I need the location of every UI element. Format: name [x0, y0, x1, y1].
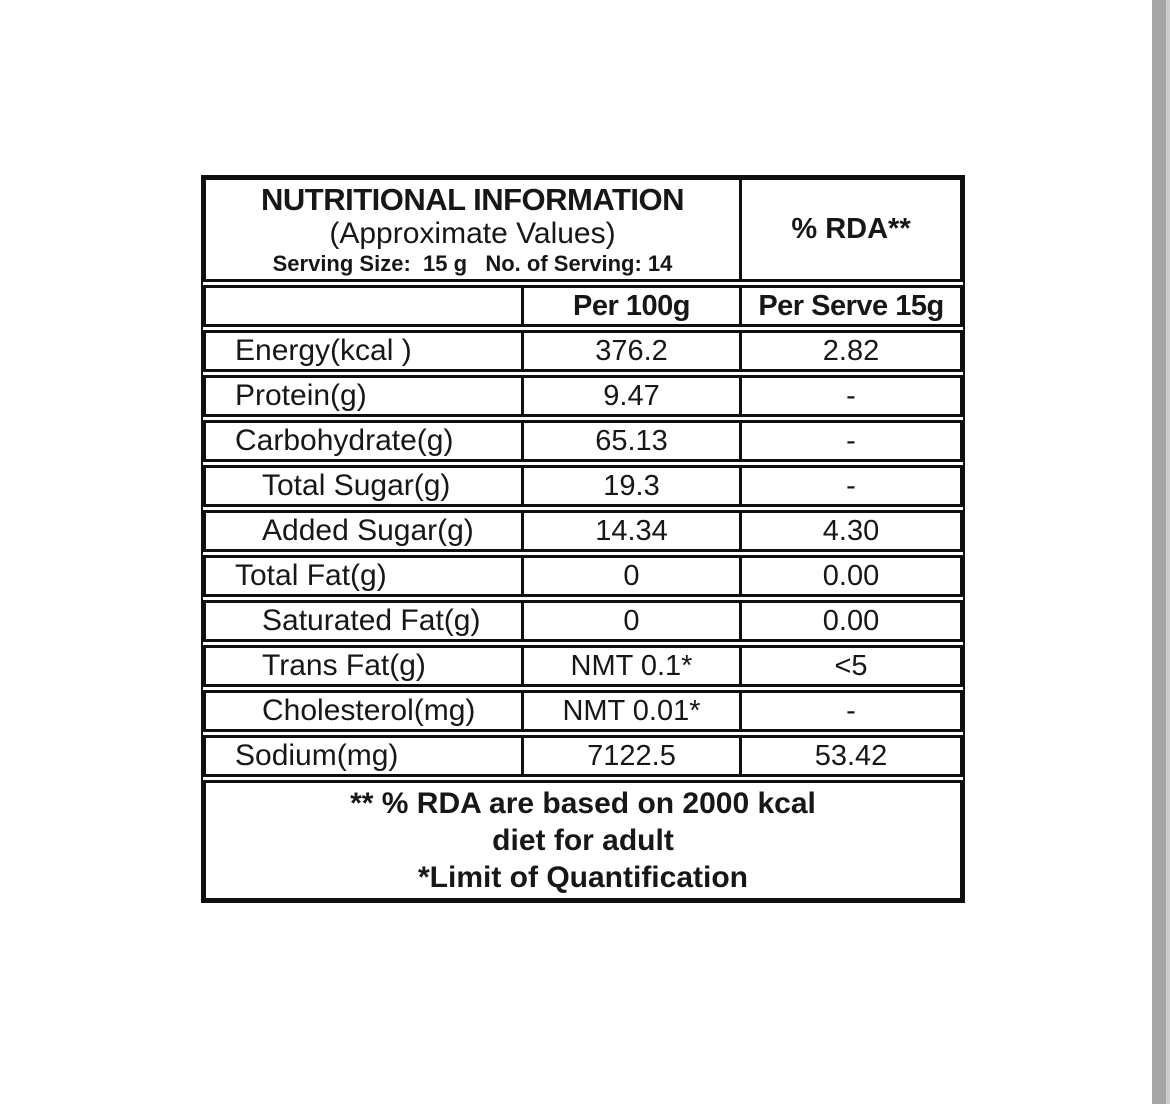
- row-per-serve: 53.42: [814, 739, 888, 772]
- serving-info: Serving Size: 15 g No. of Serving: 14: [272, 251, 673, 276]
- row-per-100g: 14.34: [524, 513, 742, 549]
- row-per-100g: 0: [524, 558, 742, 594]
- row-per-serve: 0.00: [822, 559, 880, 592]
- column-header-row: Per 100g Per Serve 15g: [203, 285, 963, 327]
- table-row-saturated-fat: Saturated Fat(g) 0 0.00: [203, 600, 963, 642]
- nutrition-table: NUTRITIONAL INFORMATION (Approximate Val…: [201, 175, 965, 903]
- table-title: NUTRITIONAL INFORMATION: [260, 182, 685, 217]
- row-per-100g: 19.3: [524, 468, 742, 504]
- table-row-carbohydrate: Carbohydrate(g) 65.13 -: [203, 420, 963, 462]
- row-per-serve: -: [846, 469, 856, 502]
- row-label: Added Sugar(g): [206, 513, 524, 549]
- table-row-added-sugar: Added Sugar(g) 14.34 4.30: [203, 510, 963, 552]
- scrollbar-thumb[interactable]: [1152, 0, 1166, 1104]
- row-per-serve: 2.82: [822, 334, 880, 367]
- row-label: Trans Fat(g): [206, 648, 524, 684]
- column-header-empty: [206, 288, 524, 324]
- row-per-serve: <5: [834, 649, 868, 682]
- row-label: Total Fat(g): [206, 558, 524, 594]
- row-label: Sodium(mg): [206, 738, 524, 774]
- table-row-total-sugar: Total Sugar(g) 19.3 -: [203, 465, 963, 507]
- row-per-100g: NMT 0.1*: [524, 648, 742, 684]
- footnote-line-2: diet for adult: [492, 824, 674, 857]
- table-row-energy: Energy(kcal ) 376.2 2.82: [203, 330, 963, 372]
- row-per-100g: NMT 0.01*: [524, 693, 742, 729]
- row-per-serve: 0.00: [822, 604, 880, 637]
- row-per-serve: 4.30: [822, 514, 880, 547]
- scrollbar-track[interactable]: [1166, 0, 1170, 1104]
- row-per-serve: -: [846, 424, 856, 457]
- table-row-total-fat: Total Fat(g) 0 0.00: [203, 555, 963, 597]
- header-title-cell: NUTRITIONAL INFORMATION (Approximate Val…: [206, 180, 742, 279]
- table-row-sodium: Sodium(mg) 7122.5 53.42: [203, 735, 963, 777]
- footnote-row: ** % RDA are based on 2000 kcal diet for…: [203, 780, 963, 901]
- column-header-per-serve: Per Serve 15g: [758, 289, 944, 322]
- row-per-100g: 9.47: [524, 378, 742, 414]
- table-row-trans-fat: Trans Fat(g) NMT 0.1* <5: [203, 645, 963, 687]
- table-row-protein: Protein(g) 9.47 -: [203, 375, 963, 417]
- table-row-cholesterol: Cholesterol(mg) NMT 0.01* -: [203, 690, 963, 732]
- footnote-line-1: ** % RDA are based on 2000 kcal: [350, 787, 816, 820]
- table-subtitle: (Approximate Values): [329, 217, 616, 250]
- table-header-row: NUTRITIONAL INFORMATION (Approximate Val…: [203, 177, 963, 282]
- row-label: Protein(g): [206, 378, 524, 414]
- rda-header-cell: % RDA**: [791, 213, 911, 245]
- footnote-cell: ** % RDA are based on 2000 kcal diet for…: [206, 783, 960, 898]
- row-per-100g: 7122.5: [524, 738, 742, 774]
- row-per-100g: 0: [524, 603, 742, 639]
- row-per-serve: -: [846, 379, 856, 412]
- row-per-100g: 65.13: [524, 423, 742, 459]
- row-label: Carbohydrate(g): [206, 423, 524, 459]
- row-per-serve: -: [846, 694, 856, 727]
- row-label: Cholesterol(mg): [206, 693, 524, 729]
- column-header-per-100g: Per 100g: [524, 288, 742, 324]
- row-label: Total Sugar(g): [206, 468, 524, 504]
- row-label: Energy(kcal ): [206, 333, 524, 369]
- footnote-line-3: *Limit of Quantification: [418, 861, 748, 894]
- row-per-100g: 376.2: [524, 333, 742, 369]
- row-label: Saturated Fat(g): [206, 603, 524, 639]
